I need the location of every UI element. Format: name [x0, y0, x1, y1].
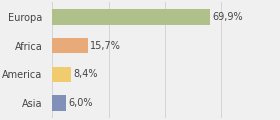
Text: 6,0%: 6,0%: [68, 98, 93, 108]
Bar: [52, 96, 66, 111]
Text: 69,9%: 69,9%: [213, 12, 243, 22]
Bar: [52, 9, 210, 24]
Text: 15,7%: 15,7%: [90, 41, 121, 51]
Bar: [52, 38, 88, 54]
Text: 8,4%: 8,4%: [74, 69, 98, 79]
Bar: [52, 66, 71, 82]
